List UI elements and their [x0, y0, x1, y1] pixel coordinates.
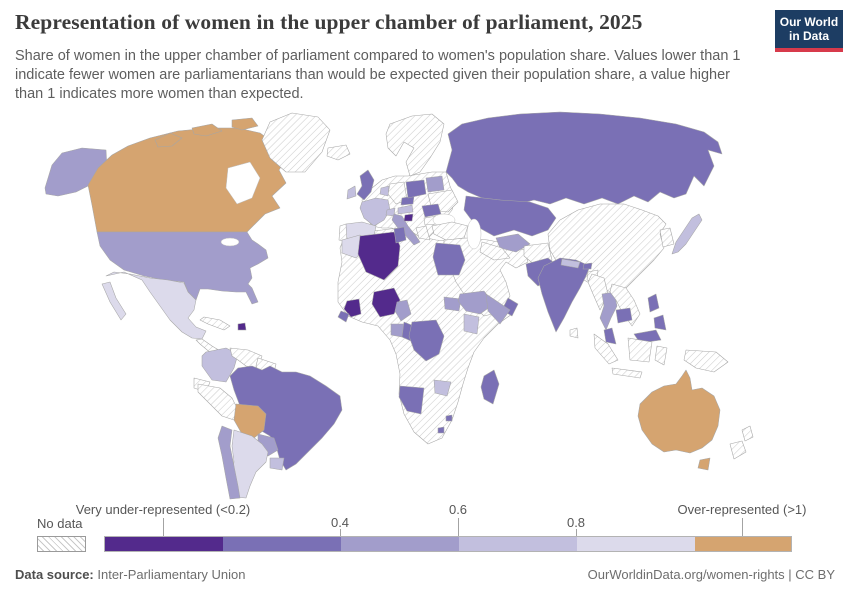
country-indonesia-sulawesi[interactable] [654, 345, 668, 366]
country-colombia[interactable] [201, 347, 239, 383]
chart-footer: Data source: Inter-Parliamentary Union O… [15, 567, 835, 582]
license-link[interactable]: OurWorldinData.org/women-rights | CC BY [587, 567, 835, 582]
country-canada-arctic-islands[interactable] [191, 123, 223, 137]
country-nigeria[interactable] [371, 287, 401, 318]
country-austria[interactable] [397, 204, 414, 215]
country-lesotho[interactable] [437, 426, 445, 434]
country-papua-new-guinea[interactable] [683, 349, 729, 373]
country-kenya[interactable] [463, 313, 480, 335]
country-namibia[interactable] [398, 385, 425, 415]
country-egypt[interactable] [432, 242, 466, 276]
country-greenland[interactable] [261, 112, 331, 173]
country-mexico[interactable] [105, 271, 207, 340]
country-somalia[interactable] [485, 293, 511, 325]
country-bosnia-and-herzegovina[interactable] [403, 213, 414, 222]
country-haiti[interactable] [237, 322, 247, 331]
legend-over-label: Over-represented (>1) [677, 502, 807, 517]
country-russia[interactable] [445, 111, 723, 205]
country-uzbekistan[interactable] [495, 233, 531, 253]
country-argentina[interactable] [229, 429, 269, 499]
legend-tick-mark [458, 518, 459, 536]
legend-tick-mark [340, 529, 341, 536]
country-tunisia[interactable] [393, 226, 407, 244]
country-france[interactable] [359, 197, 391, 227]
country-indonesia-borneo[interactable] [627, 337, 653, 363]
legend-bin-0_8-1[interactable] [577, 537, 695, 551]
country-tasmania[interactable] [697, 457, 711, 471]
legend-tick-mark [576, 529, 577, 536]
country-ethiopia[interactable] [457, 290, 495, 315]
country-poland[interactable] [405, 179, 427, 199]
country-australia[interactable] [637, 369, 721, 454]
country-malaysia-peninsula[interactable] [603, 327, 617, 345]
country-turkey[interactable] [431, 221, 469, 241]
country-eswatini[interactable] [445, 414, 453, 422]
legend-tick-mark [742, 518, 743, 536]
legend-bin-0_6-0_8[interactable] [459, 537, 577, 551]
country-baja-california[interactable] [101, 281, 127, 321]
country-sri-lanka[interactable] [569, 327, 579, 339]
country-ireland[interactable] [346, 185, 357, 200]
country-bhutan[interactable] [582, 262, 593, 270]
country-japan[interactable] [671, 213, 703, 255]
country-zimbabwe[interactable] [433, 379, 452, 397]
country-liberia[interactable] [337, 310, 350, 323]
country-south-sudan[interactable] [443, 296, 462, 312]
country-usa[interactable] [96, 231, 269, 305]
country-koreas[interactable] [659, 227, 675, 248]
country-iceland[interactable] [326, 144, 351, 161]
legend-bin-under-0_2[interactable] [105, 537, 223, 551]
caspian-sea [466, 218, 482, 250]
country-new-zealand-south[interactable] [729, 440, 747, 460]
legend-bin-over-1[interactable] [695, 537, 791, 551]
country-netherlands-belgium[interactable] [379, 185, 390, 197]
country-cuba[interactable] [199, 316, 231, 331]
country-cote-divoire[interactable] [343, 298, 362, 318]
country-canada-arctic-islands[interactable] [154, 132, 183, 148]
country-madagascar[interactable] [480, 369, 500, 405]
country-laos-vietnam[interactable] [609, 283, 641, 327]
legend-bin-0_4-0_6[interactable] [341, 537, 459, 551]
country-nepal[interactable] [560, 258, 581, 269]
country-indonesia-sumatra[interactable] [593, 333, 619, 365]
country-scandinavia[interactable] [385, 113, 445, 177]
country-turkmenistan[interactable] [479, 241, 511, 261]
country-canada[interactable] [87, 127, 288, 233]
data-source-text: Data source: Inter-Parliamentary Union [15, 567, 245, 582]
legend-no-data-label: No data [37, 516, 83, 531]
country-cameroon[interactable] [394, 299, 412, 322]
country-new-zealand-north[interactable] [741, 425, 754, 442]
country-cambodia[interactable] [615, 307, 633, 324]
country-uruguay[interactable] [269, 457, 285, 471]
data-source-label: Data source: [15, 567, 94, 582]
data-source-value: Inter-Parliamentary Union [93, 567, 246, 582]
legend-tick-mark [163, 518, 164, 536]
country-canada-arctic-islands[interactable] [231, 117, 259, 131]
owid-logo[interactable]: Our World in Data [775, 10, 843, 52]
country-indonesia-java[interactable] [611, 367, 643, 379]
country-chile[interactable] [217, 425, 241, 500]
country-greece[interactable] [415, 225, 431, 241]
country-dr-congo[interactable] [408, 319, 445, 362]
legend-bin-0_2-0_4[interactable] [223, 537, 341, 551]
chart-subtitle: Share of women in the upper chamber of p… [15, 48, 741, 103]
owid-logo-line1: Our World [779, 15, 839, 29]
page-title: Representation of women in the upper cha… [15, 10, 643, 34]
legend-color-bar [104, 536, 792, 552]
country-philippines-luzon[interactable] [647, 293, 660, 313]
legend-under-label: Very under-represented (<0.2) [75, 502, 251, 517]
great-lakes [220, 237, 240, 247]
legend-tick-0_4: 0.4 [330, 515, 350, 530]
legend-tick-0_8: 0.8 [566, 515, 586, 530]
country-united-kingdom[interactable] [356, 169, 375, 201]
country-india[interactable] [537, 257, 591, 333]
country-philippines-mindanao[interactable] [653, 314, 667, 331]
owid-logo-line2: in Data [788, 29, 829, 43]
hudson-bay [225, 161, 261, 205]
country-belarus[interactable] [425, 175, 445, 193]
world-map-choropleth [0, 106, 850, 500]
legend-tick-0_6: 0.6 [448, 502, 468, 517]
legend-no-data-swatch[interactable] [37, 536, 86, 552]
